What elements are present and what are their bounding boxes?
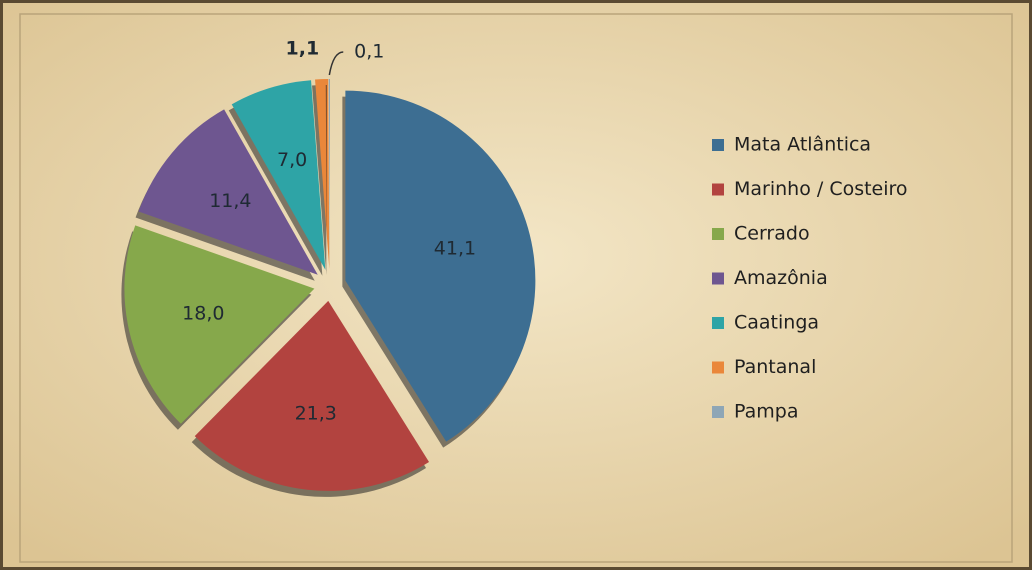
slice — [124, 225, 315, 424]
legend-label: Caatinga — [734, 312, 819, 334]
legend-swatch — [712, 228, 724, 240]
legend-swatch — [712, 361, 724, 374]
legend-swatch — [712, 317, 724, 329]
legend-label: Pantanal — [734, 356, 816, 378]
value-label: 18,0 — [182, 303, 224, 325]
slice — [194, 300, 430, 491]
legend-label: Cerrado — [734, 223, 810, 245]
value-label: 41,1 — [434, 238, 476, 260]
legend-swatch — [712, 183, 724, 196]
slice-depth — [325, 85, 327, 276]
legend-swatch — [712, 139, 724, 151]
value-label: 0,1 — [354, 41, 384, 63]
value-label: 7,0 — [277, 149, 307, 171]
slice — [345, 90, 536, 442]
legend-label: Mata Atlântica — [734, 134, 871, 156]
slice — [138, 109, 318, 275]
value-label: 11,4 — [209, 190, 251, 212]
legend-label: Pampa — [734, 401, 798, 423]
legend-label: Amazônia — [734, 267, 828, 289]
slice — [231, 80, 326, 270]
value-label: 21,3 — [295, 403, 337, 425]
value-label: 1,1 — [286, 38, 320, 60]
legend: Mata Atlântica Marinho / Costeiro Cerrado A… — [712, 134, 908, 423]
inner-border — [19, 13, 1013, 563]
slice — [328, 79, 330, 270]
pie: 41,1 21,3 18,0 11,4 7,0 1,1 0,1 — [121, 38, 536, 497]
legend-swatch — [712, 406, 724, 418]
slice — [315, 79, 330, 270]
leader-line — [328, 51, 344, 76]
legend-swatch — [712, 272, 724, 285]
legend-label: Marinho / Costeiro — [734, 178, 908, 200]
